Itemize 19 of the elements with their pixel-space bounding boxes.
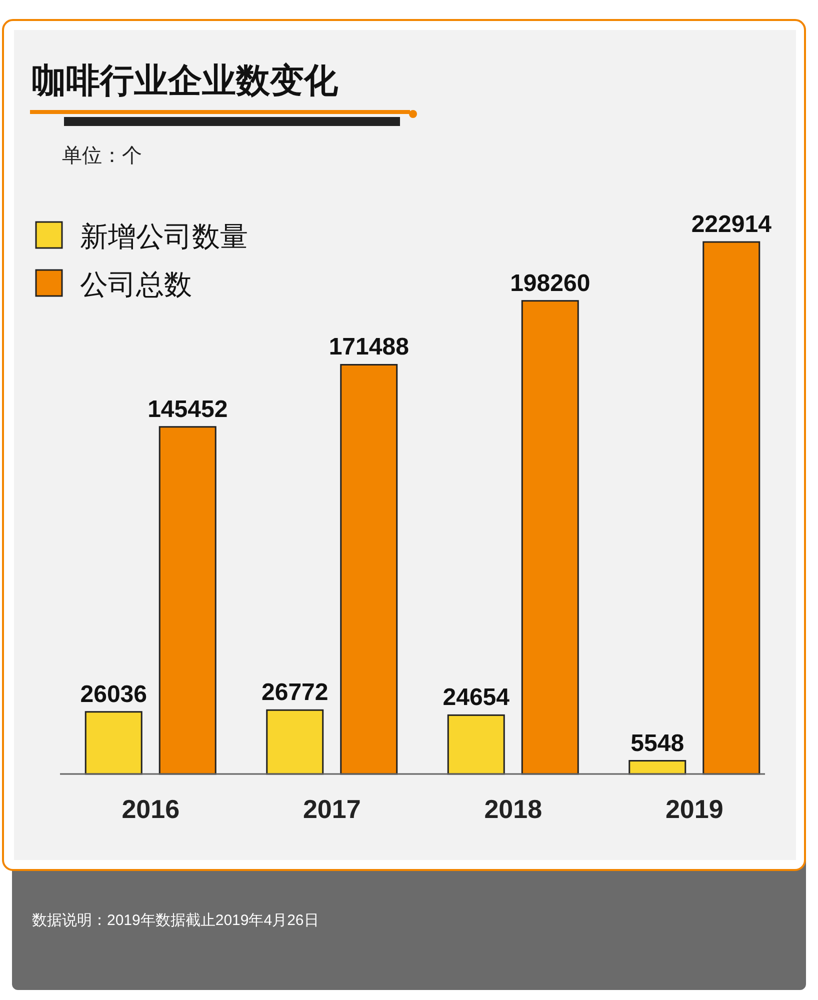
chart-title: 咖啡行业企业数变化 [32,62,339,100]
text: 数据说明：2019年数据截止2019年4月26日 [32,912,319,929]
data-label: 145452 [148,396,228,423]
data-label: 222914 [691,211,772,238]
legend-item: 公司总数 [35,269,192,300]
data-label: 171488 [328,334,409,361]
x-tick-label: 2017 [302,794,361,824]
data-label: 26036 [80,680,147,708]
data-label: 198260 [510,270,590,297]
data-label: 26772 [262,679,328,706]
data-label: 5548 [630,730,684,757]
chart-subtitle: 单位：个 [62,145,142,167]
legend-label: 公司总数 [80,269,192,300]
x-tick-label: 2019 [665,794,724,824]
x-tick-label: 2018 [484,794,542,824]
legend-item: 新增公司数量 [35,221,248,252]
x-tick-label: 2016 [122,794,180,824]
legend-label: 新增公司数量 [80,221,248,252]
data-label: 24654 [442,684,510,712]
